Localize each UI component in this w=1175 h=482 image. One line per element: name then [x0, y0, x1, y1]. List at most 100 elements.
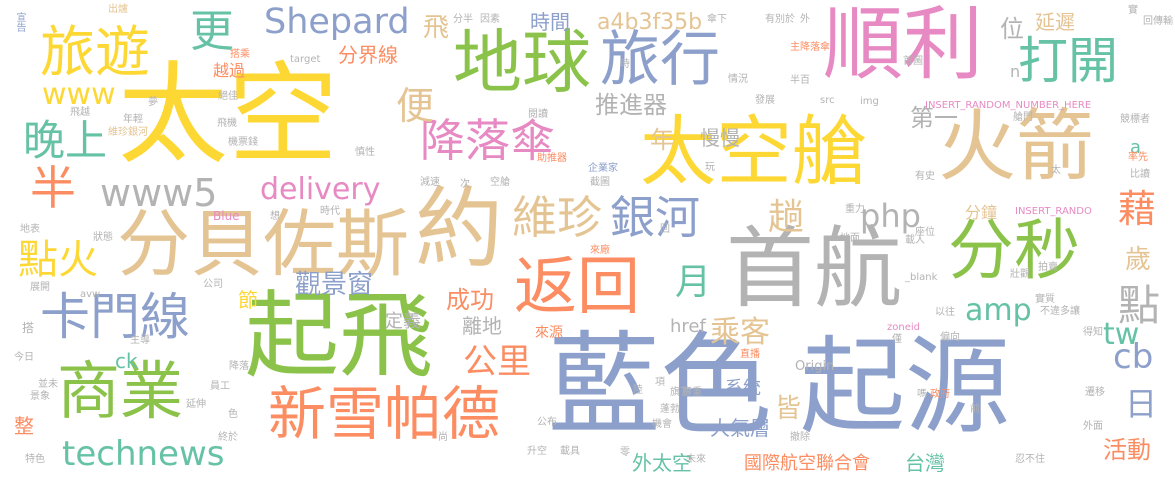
- word-pianxiang: 偏向: [940, 332, 960, 343]
- word-shenxing: 慎性: [355, 147, 375, 158]
- word-wanshang: 晚上: [23, 116, 108, 165]
- word-chenggong: 成功: [446, 286, 494, 314]
- word-target: target: [290, 54, 321, 65]
- word-yueguo: 越過: [213, 61, 246, 80]
- word-zhuangguan: 壯觀: [1010, 269, 1030, 280]
- word-jie-festival: 節: [238, 288, 258, 312]
- word-ling: 零: [620, 447, 630, 458]
- word-amp: amp: [965, 293, 1032, 328]
- word-guanjingchuang: 觀景窗: [295, 270, 374, 300]
- word-fazhan: 發展: [755, 95, 775, 106]
- word-fenmiao: 分秒: [948, 212, 1080, 289]
- word-ci: 次: [460, 179, 470, 190]
- word-wai: 外: [800, 14, 810, 25]
- word-lidi: 離地: [462, 314, 502, 338]
- word-jiangluosan: 降落傘: [420, 114, 556, 167]
- word-yinsu: 因素: [480, 14, 500, 25]
- word-weilai: 未來: [686, 454, 706, 465]
- word-xinxuepade: 新雪帕德: [268, 380, 501, 448]
- word-cangmen: 艙門: [1013, 112, 1033, 123]
- word-qixia: 旗下: [670, 387, 690, 398]
- word-taiwan: 台灣: [905, 451, 945, 475]
- word-qianyi: 遷移: [1085, 387, 1105, 398]
- word-shidai: 時代: [320, 206, 340, 217]
- word-tuijinqi: 推進器: [595, 91, 667, 119]
- word-jiangluo: 降落: [229, 361, 249, 372]
- word-shijian: 時間: [530, 10, 570, 34]
- word-hui: 回: [660, 224, 670, 235]
- word-dezhi: 得知: [1083, 327, 1103, 338]
- word-zoneid: zoneid: [887, 322, 920, 333]
- word-jie: 藉: [1118, 187, 1157, 231]
- word-cb: cb: [1113, 337, 1154, 377]
- word-tai: 太: [1051, 165, 1061, 176]
- word-fenzhong: 分鐘: [965, 203, 998, 222]
- word-avw: avw: [80, 289, 101, 300]
- word-www: www: [42, 77, 116, 112]
- word-fenban: 分半: [453, 14, 473, 25]
- word-dibiao: 地表: [20, 224, 40, 235]
- word-zhudao: 主導: [130, 335, 150, 346]
- word-paimai: 拍賣: [1038, 262, 1058, 273]
- word-waimian: 外面: [1083, 421, 1103, 432]
- word-insert-rando: INSERT_RANDO: [1015, 206, 1092, 217]
- word-fenjiexian: 分界線: [338, 43, 398, 67]
- word-qiyejia: 企業家: [588, 163, 618, 174]
- word-yuangong: 員工: [210, 381, 230, 392]
- word-gongsi: 公司: [203, 279, 223, 290]
- word-banbai: 半百: [790, 75, 810, 86]
- word-gongbu: 公布: [537, 417, 557, 428]
- word-feiji: 飛機: [217, 118, 237, 129]
- word-da: 搭: [22, 321, 35, 335]
- word-jipiaoqian: 機票錢: [228, 137, 258, 148]
- word-youshi: 有史: [915, 171, 935, 182]
- word-dian: 點: [1118, 281, 1161, 330]
- word-fei: 飛: [423, 13, 450, 43]
- word-yanshen: 延伸: [186, 399, 206, 410]
- word-insert-random-number: INSERT_RANDOM_NUMBER_HERE: [925, 100, 1092, 111]
- word-nian: 年: [650, 126, 674, 154]
- word-shangye: 商業: [57, 355, 183, 428]
- word-waitaikong: 外太空: [632, 451, 692, 475]
- word-juejia: 絕佳: [218, 91, 238, 102]
- word-pengbo: 蓬勃: [660, 404, 680, 415]
- word-wei: 位: [1000, 15, 1024, 43]
- word-shengkong: 升空: [527, 446, 547, 457]
- word-kongcang: 空艙: [490, 177, 510, 188]
- word-qian: 前: [970, 404, 980, 415]
- word-geng: 更: [190, 6, 234, 57]
- word-shunli: 順利: [823, 0, 983, 91]
- word-xiang: 想: [270, 211, 280, 222]
- word-php: php: [860, 197, 921, 235]
- word-zhongyu: 終於: [218, 432, 238, 443]
- word-n: n: [1010, 62, 1021, 81]
- word-tese: 特色: [25, 454, 45, 465]
- word-huodong: 活動: [1103, 436, 1151, 464]
- word-yue-month: 月: [675, 262, 712, 303]
- word-wan: 玩: [705, 162, 715, 173]
- word-shi: 時: [620, 59, 630, 70]
- word-tw: tw: [1103, 317, 1140, 352]
- word-xiang-item: 項: [655, 377, 665, 388]
- word-shouhang: 首航: [726, 217, 903, 320]
- word-zaiju: 載具: [560, 446, 580, 457]
- word-jie-all: 皆: [775, 394, 802, 424]
- word-shepard: Shepard: [264, 2, 410, 42]
- word-sanxia: 傘下: [707, 14, 727, 25]
- word-zheng: 整: [14, 414, 34, 438]
- word-meng: 夢: [148, 97, 158, 108]
- word-blue: Blue: [213, 209, 240, 223]
- word-img: img: [860, 96, 879, 107]
- word-jietu: 截圖: [590, 177, 610, 188]
- word-sui: 歲: [1125, 245, 1152, 275]
- word-laichang: 來廠: [590, 245, 610, 256]
- word-zhengfu: 政府: [930, 389, 950, 400]
- word-ban: 半: [30, 161, 76, 215]
- word-zhutuiqi: 助推器: [537, 153, 567, 164]
- word-shoutu: 首圖: [903, 56, 923, 67]
- word-bian: 便: [396, 84, 435, 128]
- word-dakai: 打開: [1018, 32, 1118, 90]
- word-yuedu: 閱讀: [528, 109, 548, 120]
- word-chulu: 出爐: [108, 4, 128, 15]
